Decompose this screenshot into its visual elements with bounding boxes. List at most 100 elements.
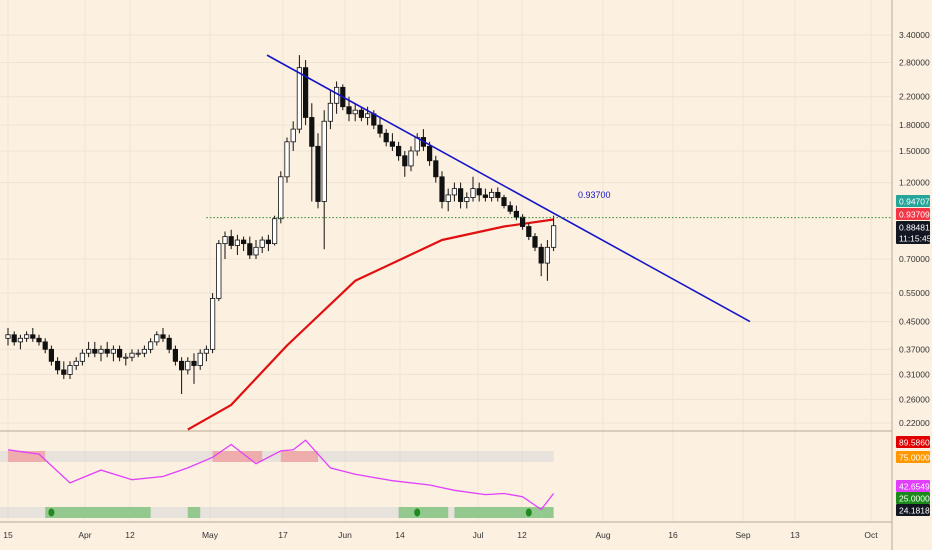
candle[interactable]	[253, 246, 259, 256]
candle[interactable]	[284, 141, 290, 178]
candle[interactable]	[544, 246, 551, 264]
candle[interactable]	[426, 145, 433, 162]
candle[interactable]	[358, 109, 365, 118]
candle[interactable]	[160, 334, 166, 339]
candle[interactable]	[352, 109, 358, 115]
descending-trendline[interactable]	[266, 54, 751, 323]
candle[interactable]	[302, 67, 309, 118]
candle[interactable]	[501, 197, 507, 207]
candle[interactable]	[48, 348, 55, 362]
candle[interactable]	[532, 236, 538, 248]
candle[interactable]	[55, 360, 61, 371]
candle[interactable]	[67, 365, 73, 375]
candle[interactable]	[327, 102, 334, 122]
candle[interactable]	[513, 210, 520, 218]
candle[interactable]	[247, 243, 253, 256]
candle[interactable]	[147, 341, 154, 350]
candle[interactable]	[346, 106, 352, 115]
candle[interactable]	[488, 191, 495, 198]
candle[interactable]	[439, 176, 445, 202]
osc-badge-upper	[896, 436, 930, 448]
candle[interactable]	[11, 334, 17, 343]
price-tick-label: 3.40000	[899, 30, 930, 40]
candle[interactable]	[197, 352, 203, 366]
candle[interactable]	[73, 360, 79, 366]
candle[interactable]	[445, 194, 451, 202]
price-axis[interactable]: 3.40000 2.80000 2.20000 1.80000 1.50000 1.200…	[899, 30, 930, 428]
candles[interactable]	[5, 55, 557, 394]
candle[interactable]	[61, 369, 67, 375]
candle[interactable]	[464, 197, 470, 202]
candle[interactable]	[389, 141, 396, 147]
candle[interactable]	[520, 216, 526, 227]
candle[interactable]	[17, 337, 24, 343]
candle[interactable]	[451, 188, 458, 196]
candle[interactable]	[135, 352, 141, 355]
candle[interactable]	[551, 225, 557, 248]
candle[interactable]	[166, 337, 172, 350]
candle[interactable]	[92, 348, 98, 354]
candle[interactable]	[234, 239, 240, 246]
price-badge-high-text: 0.94707	[899, 197, 930, 207]
candle[interactable]	[86, 348, 92, 354]
candle[interactable]	[123, 356, 129, 359]
candle[interactable]	[408, 150, 414, 167]
price-tick-label: 1.80000	[899, 120, 930, 130]
candle[interactable]	[333, 86, 340, 104]
candle[interactable]	[154, 334, 160, 343]
candle[interactable]	[110, 348, 116, 354]
candle[interactable]	[383, 132, 389, 143]
candle[interactable]	[30, 334, 36, 339]
candle[interactable]	[222, 236, 228, 245]
candle[interactable]	[271, 218, 278, 245]
candle[interactable]	[141, 348, 147, 354]
candle[interactable]	[36, 337, 42, 343]
candle[interactable]	[315, 145, 321, 202]
candle[interactable]	[290, 128, 296, 143]
candle[interactable]	[98, 348, 104, 354]
price-badge-level	[896, 208, 930, 220]
candle[interactable]	[470, 188, 476, 198]
price-tick-label: 0.45000	[899, 317, 930, 327]
time-tick-label: 13	[790, 530, 800, 540]
candle[interactable]	[228, 236, 234, 246]
candle[interactable]	[216, 243, 222, 299]
candle[interactable]	[457, 188, 464, 202]
candle[interactable]	[364, 113, 371, 118]
candle[interactable]	[129, 352, 135, 358]
candle[interactable]	[203, 348, 209, 354]
candle[interactable]	[104, 348, 110, 354]
candle[interactable]	[402, 155, 408, 167]
candle[interactable]	[185, 360, 191, 371]
candle[interactable]	[259, 239, 265, 248]
candle[interactable]	[5, 334, 11, 339]
candle[interactable]	[172, 348, 178, 362]
candle[interactable]	[507, 205, 513, 212]
candle[interactable]	[377, 124, 383, 134]
candle[interactable]	[278, 176, 284, 220]
bull-band-segment	[45, 507, 151, 518]
candle[interactable]	[265, 239, 272, 245]
time-axis[interactable]: 15 Apr 12 May 17 Jun 14 Jul 12 Aug 16 Sep 13 Oct	[3, 530, 878, 540]
candle[interactable]	[395, 145, 402, 157]
candle[interactable]	[476, 188, 482, 196]
candle[interactable]	[309, 117, 315, 147]
candle[interactable]	[321, 120, 327, 202]
candle[interactable]	[117, 348, 123, 358]
trendline[interactable]	[266, 54, 751, 323]
candle[interactable]	[296, 67, 303, 130]
candle[interactable]	[433, 160, 439, 178]
candle[interactable]	[42, 341, 48, 350]
candle[interactable]	[538, 246, 544, 264]
candle[interactable]	[482, 194, 489, 198]
candle[interactable]	[209, 297, 216, 350]
candle[interactable]	[240, 239, 247, 245]
candle[interactable]	[23, 334, 30, 339]
osc-badge-lower-text: 25.00000	[899, 494, 932, 504]
candle[interactable]	[191, 360, 197, 366]
candle[interactable]	[526, 226, 532, 237]
candle[interactable]	[79, 352, 85, 362]
candle[interactable]	[495, 191, 501, 198]
candle[interactable]	[178, 360, 185, 371]
